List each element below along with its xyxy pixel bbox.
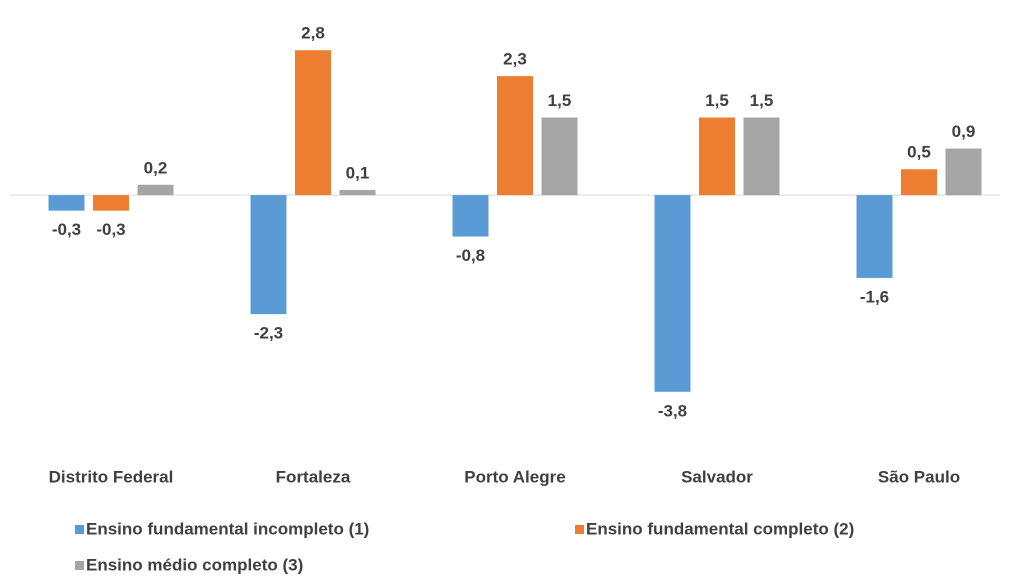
legend-swatch bbox=[75, 561, 84, 570]
x-tick-label: Salvador bbox=[681, 467, 753, 486]
bar bbox=[48, 195, 85, 211]
legend-swatch bbox=[575, 525, 584, 534]
data-label: 0,1 bbox=[346, 163, 370, 182]
x-tick-label: São Paulo bbox=[878, 467, 960, 486]
x-tick-label: Fortaleza bbox=[276, 467, 351, 486]
data-label: 0,5 bbox=[907, 143, 931, 162]
legend-swatch bbox=[75, 525, 84, 534]
data-label: 2,8 bbox=[301, 24, 325, 43]
bar bbox=[250, 195, 287, 315]
bar bbox=[452, 195, 489, 237]
legend-label: Ensino médio completo (3) bbox=[86, 555, 303, 574]
data-label: -0,3 bbox=[96, 220, 125, 239]
bar bbox=[945, 148, 982, 196]
data-label: 0,2 bbox=[144, 158, 168, 177]
legend-label: Ensino fundamental completo (2) bbox=[586, 519, 854, 538]
data-label: 2,3 bbox=[503, 50, 527, 69]
x-tick-label: Distrito Federal bbox=[49, 467, 174, 486]
legend-label: Ensino fundamental incompleto (1) bbox=[86, 519, 369, 538]
bar bbox=[137, 184, 174, 196]
x-tick-label: Porto Alegre bbox=[464, 467, 565, 486]
bar bbox=[497, 76, 533, 196]
bar bbox=[339, 189, 376, 196]
bar bbox=[743, 117, 780, 196]
bar bbox=[699, 117, 735, 196]
bar bbox=[901, 169, 937, 196]
bar bbox=[856, 195, 893, 278]
data-label: -0,8 bbox=[456, 246, 485, 265]
bar bbox=[654, 195, 691, 392]
data-label: -3,8 bbox=[658, 401, 687, 420]
bar bbox=[93, 195, 129, 211]
data-label: 0,9 bbox=[952, 122, 976, 141]
data-label: 1,5 bbox=[705, 91, 729, 110]
data-label: 1,5 bbox=[750, 91, 774, 110]
data-label: -2,3 bbox=[254, 324, 283, 343]
data-label: -1,6 bbox=[860, 287, 889, 306]
bar bbox=[541, 117, 578, 196]
data-label: -0,3 bbox=[52, 220, 81, 239]
bar bbox=[295, 50, 331, 196]
data-label: 1,5 bbox=[548, 91, 572, 110]
